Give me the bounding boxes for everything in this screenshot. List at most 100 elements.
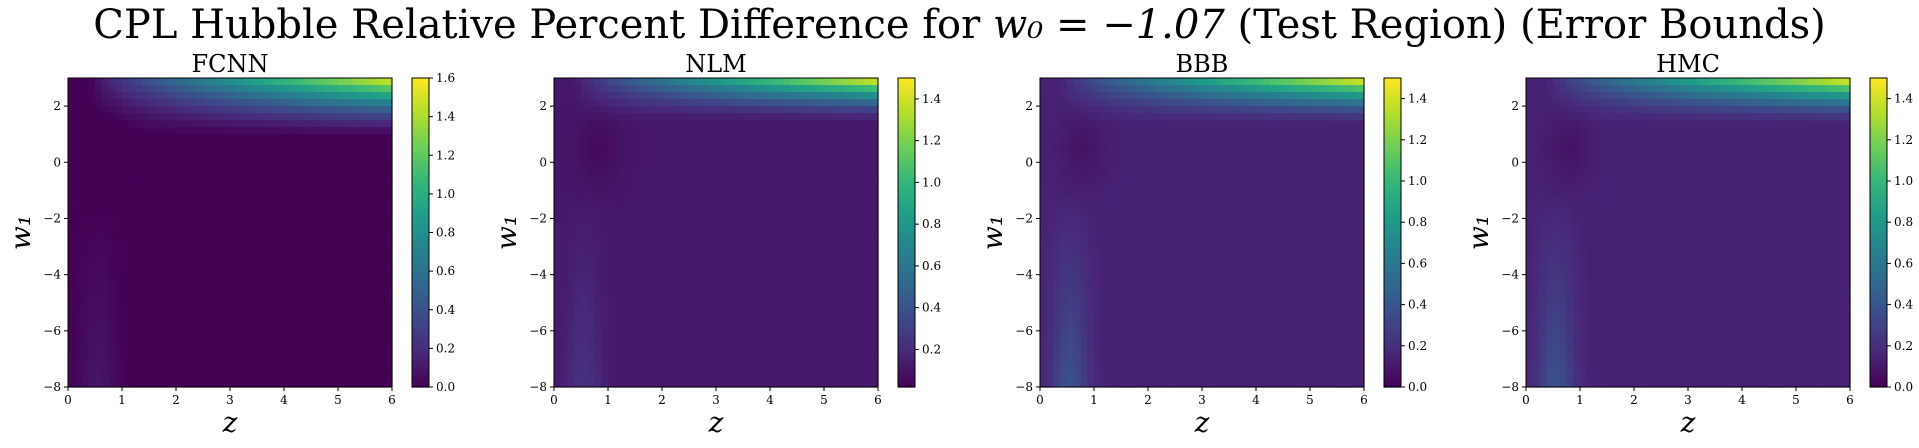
heatmap-cell — [1087, 155, 1095, 163]
heatmap-cell — [142, 85, 150, 93]
heatmap-cell — [68, 330, 76, 339]
heatmap-cell — [608, 120, 616, 128]
heatmap-cell — [594, 267, 602, 276]
heatmap-cell — [682, 358, 690, 367]
heatmap-cell — [655, 295, 663, 304]
heatmap-cell — [250, 99, 258, 107]
heatmap-cell — [250, 225, 258, 234]
heatmap-cell — [1060, 162, 1068, 170]
heatmap-cell — [257, 344, 265, 353]
heatmap-cell — [864, 134, 872, 142]
heatmap-cell — [702, 211, 710, 220]
heatmap-cell — [1094, 274, 1102, 283]
heatmap-cell — [567, 246, 575, 255]
heatmap-cell — [169, 365, 177, 374]
heatmap-cell — [1073, 337, 1082, 346]
heatmap-cell — [797, 176, 805, 184]
heatmap-cell — [203, 197, 211, 206]
heatmap-cell — [621, 225, 629, 234]
heatmap-cell — [770, 351, 778, 360]
heatmap-cell — [196, 169, 204, 177]
heatmap-cell — [1067, 106, 1075, 114]
heatmap-cell — [736, 148, 744, 156]
heatmap-cell — [351, 351, 359, 360]
heatmap-cell — [358, 365, 366, 374]
heatmap-cell — [1067, 288, 1075, 297]
heatmap-cell — [567, 351, 575, 360]
heatmap-cell — [601, 337, 609, 346]
heatmap-cell — [797, 85, 805, 93]
heatmap-cell — [108, 141, 116, 149]
heatmap-cell — [736, 169, 744, 177]
heatmap-cell — [864, 211, 872, 220]
heatmap-cell — [675, 379, 683, 388]
heatmap-cell — [317, 267, 326, 276]
heatmap-cell — [695, 197, 704, 206]
heatmap-cell — [277, 302, 285, 311]
heatmap-cell — [1087, 267, 1095, 276]
heatmap-cell — [182, 337, 191, 346]
heatmap-cell — [250, 288, 258, 297]
heatmap-cell — [702, 316, 710, 325]
heatmap-cell — [1046, 127, 1055, 135]
heatmap-cell — [695, 267, 704, 276]
heatmap-cell — [230, 183, 238, 191]
heatmap-cell — [567, 225, 575, 234]
heatmap-cell — [290, 309, 299, 318]
heatmap-cell — [756, 351, 764, 360]
heatmap-cell — [1067, 183, 1075, 191]
heatmap-cell — [358, 288, 366, 297]
heatmap-cell — [216, 379, 224, 388]
colorbar-swatch — [412, 371, 429, 377]
heatmap-cell — [176, 141, 184, 149]
heatmap-cell — [587, 260, 596, 269]
heatmap-cell — [1053, 197, 1061, 206]
heatmap-cell — [783, 169, 791, 177]
heatmap-cell — [297, 253, 305, 262]
heatmap-cell — [311, 113, 319, 121]
heatmap-cell — [108, 113, 116, 121]
heatmap-cell — [655, 218, 663, 227]
heatmap-cell — [567, 190, 575, 198]
heatmap-cell — [243, 169, 251, 177]
heatmap-cell — [864, 295, 872, 304]
heatmap-cell — [587, 134, 596, 142]
heatmap-cell — [635, 239, 643, 248]
heatmap-cell — [81, 190, 89, 198]
heatmap-cell — [169, 218, 177, 227]
heatmap-cell — [1087, 323, 1095, 332]
heatmap-cell — [689, 351, 697, 360]
heatmap-cell — [68, 260, 76, 269]
heatmap-cell — [709, 358, 717, 367]
heatmap-cell — [770, 211, 778, 220]
heatmap-cell — [1080, 330, 1088, 339]
heatmap-cell — [108, 295, 116, 304]
heatmap-cell — [837, 197, 845, 206]
heatmap-cell — [851, 267, 859, 276]
heatmap-cell — [648, 162, 656, 170]
heatmap-cell — [169, 337, 177, 346]
heatmap-cell — [1067, 204, 1075, 213]
heatmap-cell — [614, 309, 623, 318]
heatmap-cell — [135, 302, 143, 311]
heatmap-cell — [203, 239, 211, 248]
heatmap-cell — [581, 379, 589, 388]
heatmap-cell — [668, 183, 677, 191]
heatmap-cell — [817, 155, 825, 163]
heatmap-cell — [628, 99, 636, 107]
heatmap-cell — [621, 176, 629, 184]
heatmap-cell — [311, 379, 319, 388]
heatmap-cell — [851, 155, 859, 163]
heatmap-cell — [344, 239, 353, 248]
heatmap-cell — [216, 127, 224, 135]
heatmap-cell — [263, 267, 272, 276]
heatmap-cell — [297, 190, 305, 198]
heatmap-cell — [216, 113, 224, 121]
heatmap-cell — [749, 344, 758, 353]
heatmap-cell — [763, 337, 771, 346]
heatmap-cell — [729, 162, 737, 170]
heatmap-cell — [243, 372, 251, 381]
heatmap-cell — [236, 379, 245, 388]
heatmap-cell — [1087, 239, 1095, 248]
heatmap-cell — [783, 225, 791, 234]
